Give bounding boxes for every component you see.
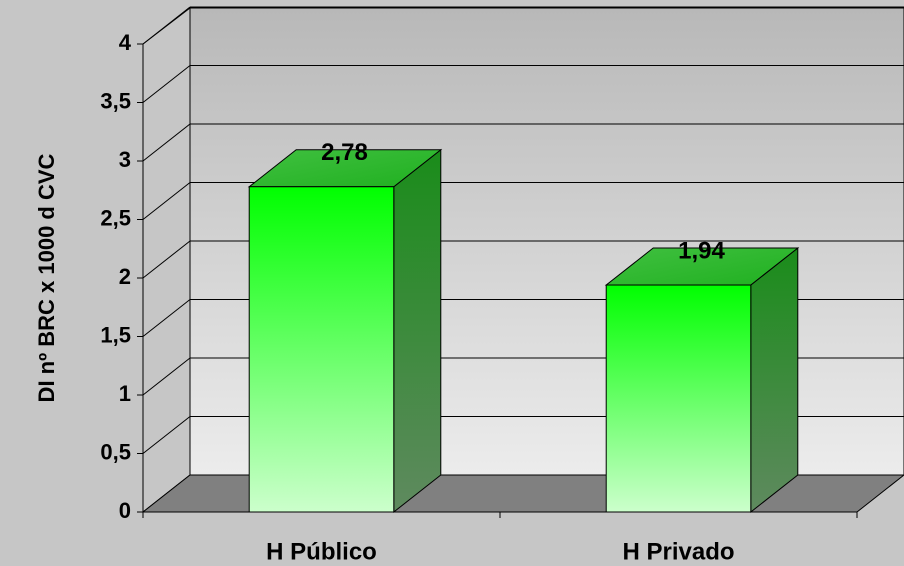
y-tick-label: 0 xyxy=(119,498,131,523)
bar xyxy=(605,284,752,513)
grid-line xyxy=(142,357,191,396)
grid-line xyxy=(142,65,191,103)
y-tick-label: 4 xyxy=(119,30,132,55)
y-tick-label: 2 xyxy=(119,264,131,289)
data-label: 1,94 xyxy=(678,237,725,264)
y-axis-title: DI nº BRC x 1000 d CVC xyxy=(34,153,59,402)
y-tick-label: 2,5 xyxy=(100,205,131,230)
bar xyxy=(248,186,395,513)
y-tick-label: 1,5 xyxy=(100,322,131,347)
grid-line xyxy=(142,416,191,454)
grid-line xyxy=(142,123,191,162)
y-tick-label: 0,5 xyxy=(100,439,131,464)
y-tick-label: 3 xyxy=(119,147,131,172)
y-tick-label: 1 xyxy=(119,381,131,406)
data-label: 2,78 xyxy=(321,139,368,166)
x-tick-label: H Público xyxy=(266,538,377,565)
grid-line xyxy=(142,182,191,220)
bar-side xyxy=(750,246,799,514)
grid-line xyxy=(142,6,191,45)
grid-line xyxy=(142,240,191,279)
grid-line xyxy=(142,299,191,337)
bar-side xyxy=(393,148,442,514)
x-tick-label: H Privado xyxy=(622,538,734,565)
y-tick-label: 3,5 xyxy=(100,88,131,113)
